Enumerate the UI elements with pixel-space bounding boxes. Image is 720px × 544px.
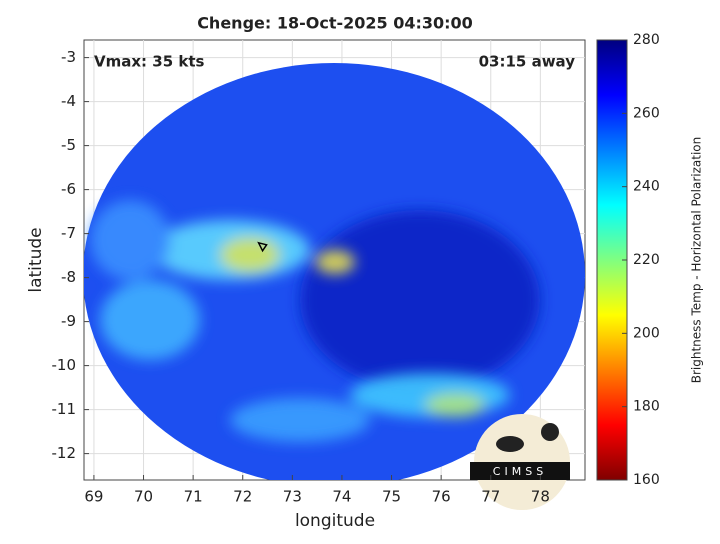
annotation: 03:15 away [479, 53, 576, 71]
y-tick-label: -6 [61, 180, 76, 198]
y-tick-label: -10 [52, 356, 77, 374]
y-axis-label: latitude [26, 227, 46, 292]
y-tick-label: -4 [61, 92, 76, 110]
x-tick-label: 71 [184, 488, 203, 506]
x-tick-label: 70 [134, 488, 153, 506]
colorbar-tick-label: 280 [633, 32, 660, 48]
y-tick-label: -5 [61, 136, 76, 154]
x-tick-label: 77 [481, 488, 500, 506]
y-tick-label: -8 [61, 268, 76, 286]
y-tick-label: -11 [52, 400, 77, 418]
y-tick-label: -9 [61, 312, 76, 330]
image-field [84, 63, 585, 480]
colorbar-tick-label: 160 [633, 472, 660, 488]
y-tick-label: -3 [61, 48, 76, 66]
x-tick-label: 75 [382, 488, 401, 506]
x-tick-label: 73 [283, 488, 302, 506]
x-tick-label: 69 [84, 488, 103, 506]
x-axis-label: longitude [295, 511, 375, 531]
colorbar-tick-label: 180 [633, 399, 660, 415]
storm-center [257, 241, 268, 253]
y-tick-label: -12 [52, 444, 77, 462]
cimss-logo: CIMSS [470, 414, 570, 510]
x-tick-label: 72 [233, 488, 252, 506]
x-tick-label: 78 [531, 488, 550, 506]
logo-text: CIMSS [493, 465, 547, 478]
colorbar-tick-label: 240 [633, 179, 660, 195]
colorbar-label: Brightness Temp - Horizontal Polarizatio… [690, 137, 704, 384]
y-tick-label: -7 [61, 224, 76, 242]
annotation: Vmax: 35 kts [94, 53, 204, 71]
x-tick-label: 76 [432, 488, 451, 506]
chart-title: Chenge: 18-Oct-2025 04:30:00 [197, 14, 473, 33]
colorbar-tick-label: 220 [633, 252, 660, 268]
colorbar-tick-label: 260 [633, 105, 660, 121]
x-tick-label: 74 [332, 488, 351, 506]
colorbar-tick-label: 200 [633, 325, 660, 341]
